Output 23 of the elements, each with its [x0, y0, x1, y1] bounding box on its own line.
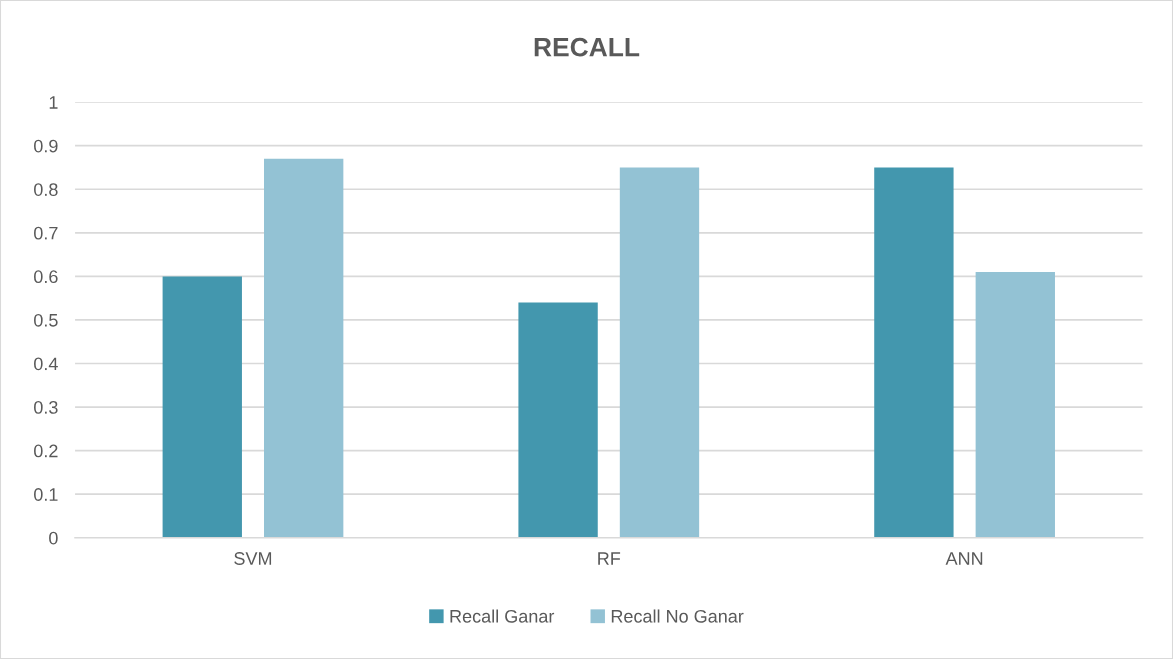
bar — [874, 167, 954, 538]
chart-title: RECALL — [534, 37, 640, 57]
y-tick-label: 0.6 — [34, 270, 58, 284]
y-tick-label: 0.2 — [34, 444, 58, 458]
y-tick-label: 1 — [49, 96, 58, 109]
bar — [162, 276, 242, 538]
bar — [518, 302, 598, 538]
x-tick-label: SVM — [234, 552, 272, 565]
x-tick-label: RF — [598, 552, 621, 565]
x-tick-label: ANN — [945, 552, 983, 565]
legend-label: Recall No Ganar — [611, 609, 744, 623]
y-tick-label: 0.5 — [34, 313, 58, 327]
y-tick-label: 0.3 — [34, 401, 58, 414]
bar — [619, 167, 700, 538]
y-tick-label: 0.7 — [34, 226, 58, 240]
y-tick-label: 0.9 — [34, 139, 58, 153]
y-tick-label: 0.4 — [34, 357, 58, 371]
bar — [264, 158, 344, 538]
y-tick-label: 0.1 — [34, 488, 58, 501]
y-tick-label: 0.8 — [34, 183, 58, 196]
legend-label: Recall Ganar — [450, 609, 555, 623]
bar — [975, 272, 1055, 538]
y-tick-label: 0 — [49, 531, 58, 545]
